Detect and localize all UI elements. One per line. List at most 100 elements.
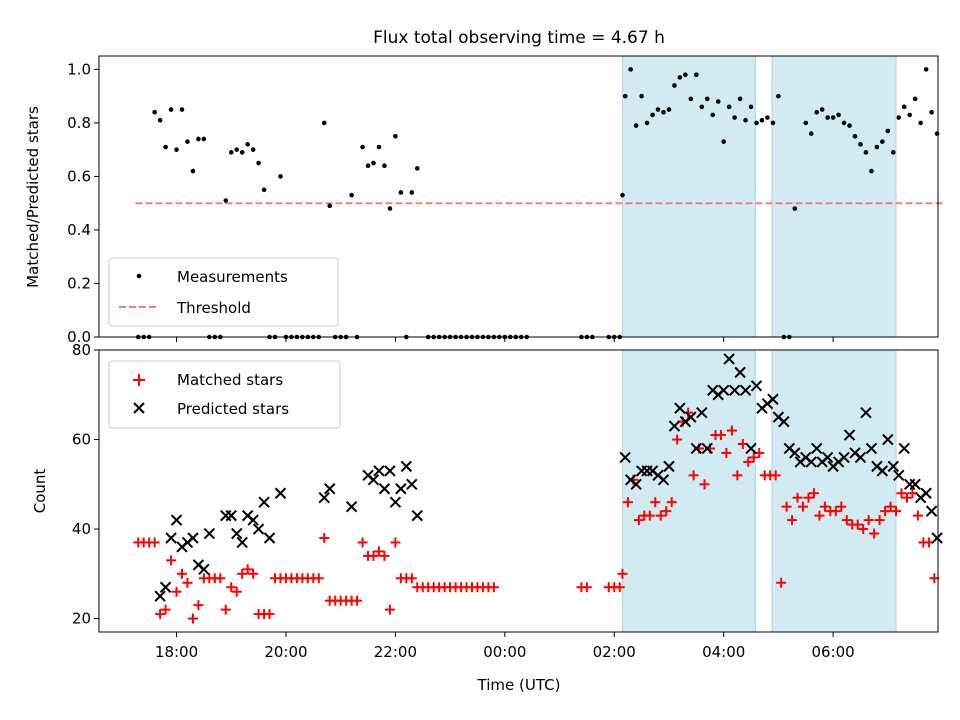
matched-point [787, 515, 798, 526]
predicted-point [324, 483, 336, 495]
measurement-point [245, 142, 250, 147]
measurement-point [863, 150, 869, 155]
matched-point [368, 550, 379, 561]
legend: Measurements Threshold [108, 257, 339, 327]
predicted-point [630, 478, 642, 490]
matched-point [880, 506, 891, 517]
predicted-point [411, 509, 423, 522]
measurement-point [365, 163, 371, 169]
measurement-point [830, 115, 836, 120]
x-axis-label: Time (UTC) [477, 676, 561, 694]
matched-point [357, 537, 368, 548]
x-tick-label: 18:00 [155, 643, 198, 661]
predicted-point [701, 442, 713, 455]
measurement-point [688, 96, 694, 102]
legend: Matched stars Predicted stars [108, 360, 341, 429]
measurement-point [174, 147, 179, 152]
predicted-point [220, 509, 232, 522]
legend-dot-marker [136, 273, 142, 279]
matched-point [743, 456, 754, 467]
y-axis-label: Count [31, 469, 49, 514]
predicted-point [882, 433, 894, 446]
matched-point [874, 515, 885, 526]
measurement-point [737, 96, 743, 102]
matched-point [614, 582, 625, 593]
observing-spans [621, 349, 897, 633]
measurement-point [261, 187, 267, 193]
predicted-point [723, 353, 735, 365]
measurement-point [371, 160, 376, 166]
measurement-point [765, 115, 770, 120]
matched-point [912, 510, 923, 521]
measurement-point [409, 190, 415, 195]
measurement-point [644, 120, 650, 126]
matched-point [732, 470, 743, 481]
predicted-point [384, 465, 396, 477]
predicted-point [263, 532, 276, 544]
matched-point [166, 555, 177, 566]
matched-point [852, 519, 863, 530]
matched-point [830, 506, 841, 517]
plot-frame [98, 55, 939, 338]
matched-point [644, 510, 655, 521]
measurement-point [836, 112, 841, 118]
predicted-point [865, 442, 878, 455]
measurement-point [732, 115, 737, 120]
matched-point [193, 600, 204, 611]
matched-point [352, 595, 363, 606]
predicted-point [619, 451, 631, 464]
predicted-point [225, 509, 237, 522]
predicted-point [887, 460, 900, 473]
measurement-points [135, 67, 940, 340]
measurement-point [666, 107, 672, 112]
predicted-point [252, 523, 265, 535]
predicted-point [734, 366, 746, 379]
predicted-point [745, 442, 757, 455]
measurement-point [694, 72, 699, 78]
predicted-point [717, 384, 730, 396]
predicted-point [805, 456, 817, 468]
measurement-point [349, 192, 354, 198]
observing-span [621, 349, 756, 633]
matched-point [885, 501, 896, 512]
x-axis-ticks: 18:00 20:00 22:00 00:00 02:00 04:00 06:00 [155, 632, 855, 661]
measurement-point [655, 107, 661, 112]
measurement-point [228, 150, 234, 155]
measurement-point [196, 136, 201, 142]
measurement-point [152, 109, 157, 115]
legend-label: Threshold [176, 299, 251, 317]
measurement-point [639, 93, 644, 99]
predicted-point [378, 483, 391, 495]
matched-point [688, 470, 699, 481]
matched-point [617, 568, 628, 579]
measurement-point [759, 117, 765, 123]
y-tick-label: 60 [72, 431, 91, 449]
measurement-point [923, 67, 929, 72]
predicted-point [247, 514, 259, 526]
matched-point [661, 506, 672, 517]
predicted-point [778, 415, 790, 428]
measurement-point [929, 109, 934, 115]
y-tick-label: 0.6 [67, 167, 91, 185]
measurement-point [754, 120, 759, 126]
measurement-point [901, 104, 907, 110]
legend-label: Predicted stars [177, 400, 289, 418]
measurement-point [650, 112, 655, 118]
measurement-point [278, 174, 283, 179]
predicted-point [909, 478, 921, 490]
matched-point [721, 447, 732, 458]
matched-point [177, 568, 188, 579]
matched-point [231, 586, 242, 597]
measurement-point [398, 190, 404, 195]
predicted-point [165, 532, 177, 544]
measurement-point [633, 123, 639, 128]
matched-point [187, 613, 198, 624]
y-axis-label: Matched/Predicted stars [24, 106, 42, 288]
measurement-point [382, 163, 387, 169]
predicted-point [406, 478, 418, 490]
predicted-point [187, 532, 199, 544]
predicted-point [843, 429, 856, 441]
matched-point [390, 537, 401, 548]
measurement-point [896, 115, 902, 120]
